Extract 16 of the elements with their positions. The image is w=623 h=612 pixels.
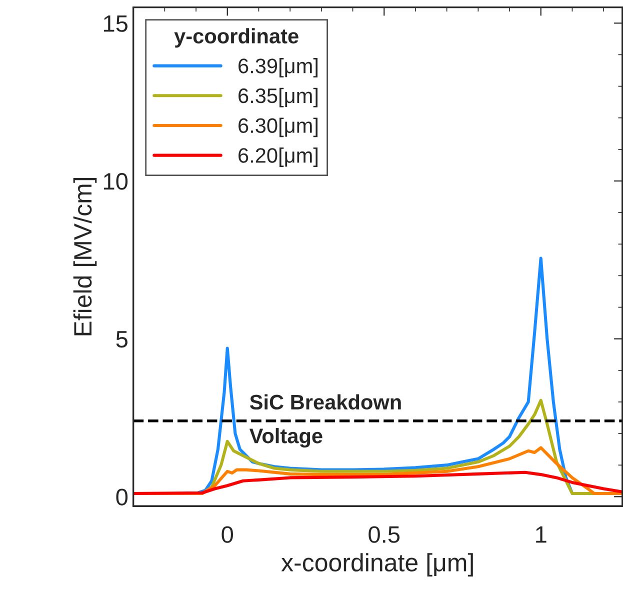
x-tick-label: 1 bbox=[536, 526, 546, 543]
y-tick-label: 0 bbox=[116, 488, 128, 506]
y-tick-label: 10 bbox=[104, 173, 128, 190]
ref-line-label: SiC Breakdown Voltage bbox=[249, 394, 401, 448]
y-tick-label: 5 bbox=[116, 331, 128, 348]
legend-label: 6.35[μm] bbox=[238, 88, 318, 108]
line-series bbox=[133, 470, 622, 496]
legend-title: y-coordinate bbox=[174, 28, 298, 48]
legend-label: 6.39[μm] bbox=[238, 58, 318, 78]
legend-label: 6.30[μm] bbox=[238, 118, 318, 138]
x-axis-title: x-coordinate [μm] bbox=[281, 553, 473, 576]
x-tick-label: 0.5 bbox=[368, 526, 400, 543]
y-axis-title: Efield [MV/cm] bbox=[73, 178, 97, 336]
x-tick-label: 0 bbox=[222, 526, 234, 543]
legend-label: 6.20[μm] bbox=[238, 148, 318, 167]
y-tick-label: 15 bbox=[104, 15, 128, 32]
